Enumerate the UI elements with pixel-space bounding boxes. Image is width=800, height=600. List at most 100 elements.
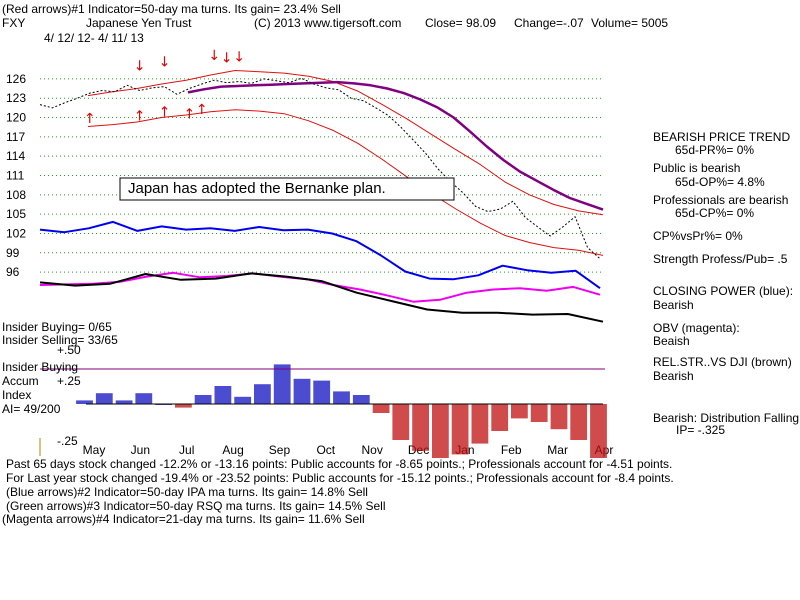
x-tick-label: Jul (179, 443, 194, 457)
annotation-text: Japan has adopted the Bernanke plan. (128, 180, 386, 197)
price-change: Change=-.07 (514, 16, 584, 30)
red-sell-arrow: ↓ (134, 58, 146, 74)
accum-index-bar (214, 386, 232, 404)
accum-index-bar (135, 393, 153, 404)
accum-index-bar (412, 404, 429, 451)
x-tick-label: Jun (131, 443, 150, 457)
accum-index-bar (550, 404, 568, 430)
red-buy-arrow: ↑ (159, 105, 171, 121)
footer-blue-arrows: (Blue arrows)#2 Indicator=50-day IPA ma … (6, 485, 368, 499)
y-tick-label: 126 (6, 72, 26, 86)
trend-pr: 65d-PR%= 0% (675, 143, 755, 157)
x-tick-label: Sep (269, 443, 291, 457)
insider-buying-line-label: Insider Buying (2, 360, 79, 374)
accum-index-bar (471, 404, 489, 444)
y-tick-label: 120 (6, 111, 26, 125)
red-buy-arrow: ↑ (84, 111, 96, 127)
professionals-status: Professionals are bearish (653, 193, 789, 207)
trend-title: BEARISH PRICE TREND (653, 130, 791, 144)
annotation-box (119, 177, 455, 201)
accum-index-bar (293, 378, 311, 404)
accum-index-bar (313, 380, 331, 404)
closing-power-label: CLOSING POWER (blue): (653, 284, 794, 298)
index-label: Index (2, 388, 32, 402)
x-tick-label: Nov (362, 443, 383, 457)
accum-label: Accum (2, 374, 39, 388)
distribution-status: Bearish: Distribution Falling (653, 411, 800, 425)
y-axis-ticks: 126 123 120 117 114 111 108 105 102 99 96 (6, 72, 26, 279)
red-buy-arrow: ↑ (183, 107, 195, 123)
y-tick-label: 99 (6, 246, 20, 260)
volume: Volume= 5005 (591, 16, 669, 30)
accum-index-bar (115, 400, 133, 404)
x-tick-label: Aug (222, 443, 243, 457)
ticker: FXY (2, 16, 26, 30)
x-tick-label: May (83, 443, 106, 457)
y-tick-label: 108 (6, 188, 26, 202)
ai-value: AI= 49/200 (2, 402, 61, 416)
accum-index-bar (175, 404, 192, 408)
insider-buying-count: Insider Buying= 0/65 (2, 320, 112, 334)
accum-index-bar (234, 396, 252, 404)
lower-band-line (87, 109, 604, 256)
red-sell-arrow: ↓ (221, 51, 233, 67)
relstr-label: REL.STR..VS DJI (brown) (653, 355, 792, 369)
upper-band-line (87, 70, 604, 216)
accum-index-bar (590, 404, 607, 458)
accum-index-bar (95, 393, 113, 404)
accum-index-bar (352, 395, 370, 404)
strength-ratio: Strength Profess/Pub= .5 (653, 252, 788, 266)
professionals-cp: 65d-CP%= 0% (675, 206, 755, 220)
accum-index-bar (194, 395, 212, 404)
public-op: 65d-OP%= 4.8% (675, 175, 765, 189)
date-range: 4/ 12/ 12- 4/ 11/ 13 (44, 31, 144, 45)
footer-magenta-arrows: (Magenta arrows)#4 Indicator=21-day ma t… (2, 512, 365, 526)
red-sell-arrow: ↓ (208, 48, 220, 64)
y-tick-label: 117 (6, 130, 25, 144)
close-price: Close= 98.09 (425, 16, 497, 30)
obv-value: Beaish (653, 334, 690, 348)
copyright: (C) 2013 www.tigersoft.com (254, 16, 402, 30)
footer-65day-change: Past 65 days stock changed -12.2% or -13… (6, 457, 673, 471)
ai-tick-plus50: +.50 (57, 343, 81, 357)
ai-tick-plus25: +.25 (57, 374, 81, 388)
ai-tick-minus25: -.25 (57, 434, 78, 448)
y-tick-label: 105 (6, 207, 26, 221)
y-tick-label: 123 (6, 91, 26, 105)
accum-index-bar (451, 404, 469, 455)
red-sell-arrow: ↓ (159, 55, 171, 71)
x-tick-label: Mar (547, 443, 568, 457)
red-arrows-indicator-text: (Red arrows)#1 Indicator=50-day ma turns… (2, 2, 341, 16)
accum-index-bar (76, 400, 93, 404)
accum-index-bar (432, 404, 449, 458)
insider-selling-count: Insider Selling= 33/65 (2, 333, 118, 347)
y-tick-label: 114 (6, 149, 25, 163)
accum-index-bar (392, 404, 410, 440)
accum-index-bar (273, 364, 291, 404)
accum-index-bar (530, 404, 548, 422)
security-name: Japanese Yen Trust (86, 16, 192, 30)
footer-green-arrows: (Green arrows)#3 Indicator=50-day RSQ ma… (6, 499, 386, 513)
obv-label: OBV (magenta): (653, 321, 740, 335)
relstr-value: Bearish (653, 369, 694, 383)
accum-index-bar (570, 404, 588, 440)
y-tick-label: 102 (6, 226, 26, 240)
accum-index-bar (491, 404, 509, 431)
accum-index-bar (511, 404, 528, 419)
red-sell-arrow: ↓ (233, 49, 245, 65)
obv-line (39, 271, 601, 303)
y-tick-label: 111 (6, 169, 25, 183)
closing-power-value: Bearish (653, 298, 694, 312)
public-status: Public is bearish (653, 161, 741, 175)
rel-str-dji-line (39, 272, 604, 323)
x-tick-label: Feb (501, 443, 522, 457)
x-tick-label: Oct (316, 443, 335, 457)
accum-index-bar (333, 391, 350, 404)
cp-vs-pr: CP%vsPr%= 0% (653, 229, 743, 243)
ip-value: IP= -.325 (676, 423, 726, 437)
closing-power-line (39, 220, 601, 290)
accum-index-bar (372, 404, 390, 413)
red-buy-arrow: ↑ (196, 102, 208, 118)
